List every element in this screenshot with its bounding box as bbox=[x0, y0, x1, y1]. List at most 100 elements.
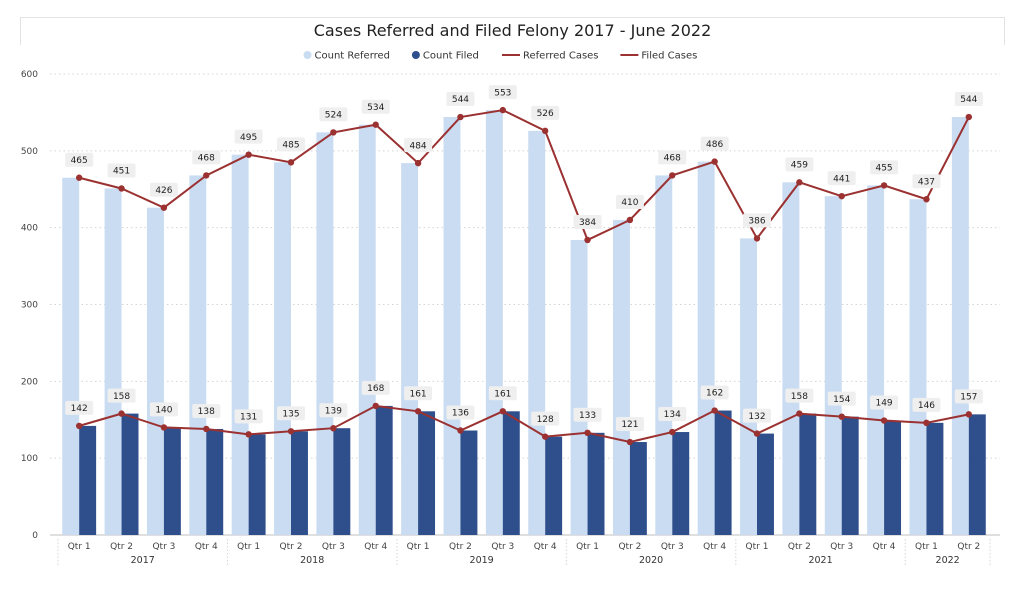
bar-count-referred bbox=[909, 199, 927, 535]
data-label-filed-bg bbox=[488, 386, 517, 401]
bar-count-referred bbox=[570, 239, 588, 535]
data-label-referred: 451 bbox=[113, 167, 130, 177]
point-filed-cases bbox=[287, 428, 295, 435]
bar-count-filed bbox=[884, 420, 902, 535]
point-filed-cases bbox=[965, 411, 973, 418]
data-label-filed-bg bbox=[234, 409, 263, 424]
data-label-referred-bg bbox=[234, 129, 263, 144]
data-label-referred: 465 bbox=[71, 156, 88, 166]
point-filed-cases bbox=[414, 408, 422, 415]
bar-count-referred bbox=[612, 219, 630, 535]
data-label-referred-bg bbox=[488, 85, 517, 100]
x-tick-label: Qtr 2 bbox=[449, 542, 472, 552]
point-filed-cases bbox=[796, 410, 803, 417]
bar-count-referred bbox=[231, 154, 249, 536]
data-label-referred: 544 bbox=[452, 95, 469, 105]
data-label-referred: 524 bbox=[325, 111, 342, 121]
data-label-referred-bg bbox=[700, 136, 729, 151]
data-label-filed: 158 bbox=[791, 392, 808, 402]
bar-count-filed bbox=[206, 428, 224, 535]
data-label-referred-bg bbox=[573, 214, 602, 229]
data-label-filed-bg bbox=[573, 407, 602, 422]
point-referred-cases bbox=[880, 182, 888, 189]
data-label-referred: 526 bbox=[537, 109, 554, 119]
point-referred-cases bbox=[584, 236, 591, 244]
data-label-filed-bg bbox=[658, 407, 687, 422]
chart-title: Cases Referred and Filed Felony 2017 - J… bbox=[20, 17, 1005, 45]
bar-count-referred bbox=[146, 207, 164, 535]
data-label-referred: 410 bbox=[621, 198, 638, 208]
data-label-referred: 441 bbox=[833, 174, 850, 184]
bar-count-referred bbox=[697, 161, 715, 535]
data-label-filed: 134 bbox=[664, 410, 681, 420]
data-label-filed: 131 bbox=[240, 413, 257, 423]
data-label-filed: 168 bbox=[367, 384, 384, 394]
legend-label: Count Referred bbox=[315, 51, 391, 62]
x-tick-label: Qtr 4 bbox=[364, 542, 387, 552]
data-label-filed: 140 bbox=[155, 406, 172, 416]
point-referred-cases bbox=[287, 159, 295, 166]
point-referred-cases bbox=[414, 159, 422, 167]
data-label-filed-bg bbox=[65, 400, 94, 415]
legend-label: Count Filed bbox=[423, 51, 479, 62]
bar-count-filed bbox=[333, 428, 351, 535]
data-label-filed-bg bbox=[531, 411, 560, 426]
data-label-referred: 485 bbox=[282, 141, 299, 151]
x-tick-label: Qtr 3 bbox=[152, 542, 175, 552]
point-referred-cases bbox=[965, 113, 973, 121]
data-label-referred: 386 bbox=[748, 217, 765, 227]
bar-count-referred bbox=[316, 132, 334, 536]
x-tick-label: Qtr 4 bbox=[195, 542, 218, 552]
data-label-referred: 553 bbox=[494, 88, 511, 98]
data-label-referred: 455 bbox=[875, 164, 892, 174]
x-tick-label: Qtr 1 bbox=[746, 542, 769, 552]
bar-count-referred bbox=[62, 177, 80, 535]
data-label-referred-bg bbox=[785, 157, 814, 172]
point-referred-cases bbox=[330, 129, 337, 136]
data-label-referred-bg bbox=[912, 174, 941, 189]
point-filed-cases bbox=[499, 408, 507, 415]
point-filed-cases bbox=[541, 433, 549, 440]
point-referred-cases bbox=[626, 216, 634, 224]
data-label-filed-bg bbox=[615, 417, 644, 432]
point-filed-cases bbox=[203, 425, 210, 433]
data-label-referred-bg bbox=[65, 152, 94, 167]
data-label-referred: 384 bbox=[579, 218, 596, 228]
point-referred-cases bbox=[203, 172, 210, 179]
bar-count-filed bbox=[926, 422, 944, 535]
legend-marker bbox=[303, 51, 312, 59]
point-filed-cases bbox=[838, 413, 845, 420]
point-filed-cases bbox=[880, 417, 888, 424]
y-tick-label: 400 bbox=[21, 224, 38, 234]
data-label-filed-bg bbox=[912, 397, 941, 412]
data-label-filed-bg bbox=[277, 406, 305, 421]
legend-label: Referred Cases bbox=[523, 51, 599, 62]
x-tick-label: Qtr 4 bbox=[873, 542, 896, 552]
x-tick-label: Qtr 2 bbox=[788, 542, 811, 552]
data-label-referred: 459 bbox=[791, 161, 808, 171]
point-filed-cases bbox=[245, 431, 252, 438]
point-referred-cases bbox=[838, 192, 845, 200]
point-filed-cases bbox=[160, 424, 168, 431]
data-label-filed: 139 bbox=[325, 406, 342, 416]
x-tick-label: Qtr 2 bbox=[957, 542, 980, 552]
bar-count-referred bbox=[528, 130, 546, 535]
x-tick-label: Qtr 1 bbox=[915, 542, 938, 552]
data-label-referred-bg bbox=[277, 137, 305, 152]
bar-count-filed bbox=[672, 432, 690, 535]
point-referred-cases bbox=[711, 158, 718, 165]
point-filed-cases bbox=[753, 430, 761, 437]
bar-count-referred bbox=[951, 117, 969, 535]
year-label: 2018 bbox=[300, 555, 324, 566]
data-label-referred: 437 bbox=[918, 177, 935, 187]
y-tick-label: 500 bbox=[21, 147, 38, 157]
point-referred-cases bbox=[541, 127, 549, 135]
x-tick-label: Qtr 3 bbox=[661, 542, 684, 552]
data-label-referred-bg bbox=[954, 92, 983, 107]
data-label-referred-bg bbox=[319, 107, 348, 122]
bar-count-referred bbox=[655, 175, 673, 536]
bar-count-referred bbox=[358, 124, 376, 536]
data-label-referred: 468 bbox=[198, 154, 215, 164]
data-label-filed-bg bbox=[743, 408, 771, 423]
